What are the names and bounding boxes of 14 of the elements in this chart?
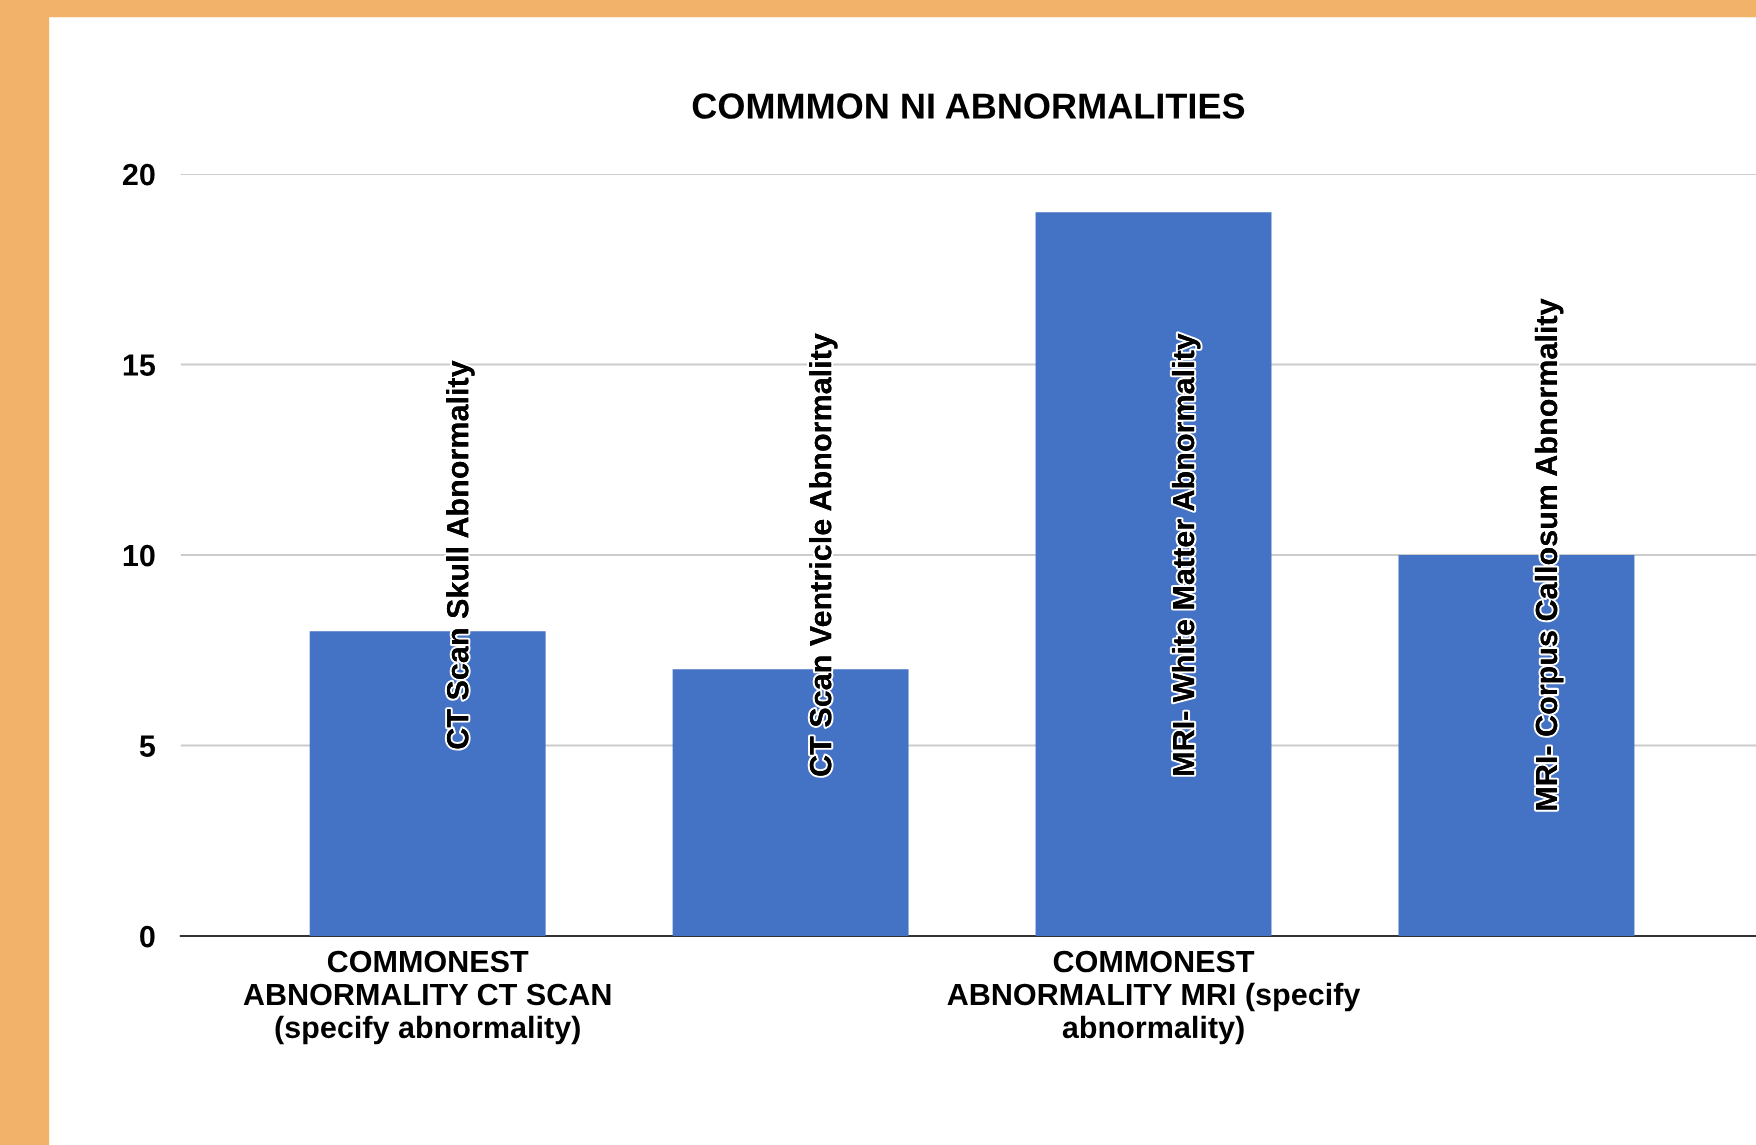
x-tick-label: COMMONEST ABNORMALITY CT SCAN (specify abnormality) [243, 950, 611, 1045]
data-label: CT Scan Skull Abnormality [446, 360, 475, 749]
x-tick-label: COMMONEST ABNORMALITY MRI (specify abnormality) [947, 950, 1361, 1045]
data-label: MRI- White Matter Abnormality [1171, 333, 1201, 775]
data-label: CT Scan Ventricle Abnormality [809, 333, 838, 776]
y-tick-label: 15 [123, 354, 156, 376]
chart-title: COMMMON NI ABNORMALITIES [692, 93, 1245, 119]
bar [1035, 212, 1272, 937]
y-tick-label: 0 [140, 925, 155, 948]
y-tick-label: 20 [122, 163, 155, 186]
data-label: MRI- Corpus Callosum Abnormality [1534, 298, 1564, 810]
y-tick-label: 10 [123, 544, 155, 567]
y-tick-label: 5 [139, 735, 156, 757]
bar [309, 631, 546, 937]
